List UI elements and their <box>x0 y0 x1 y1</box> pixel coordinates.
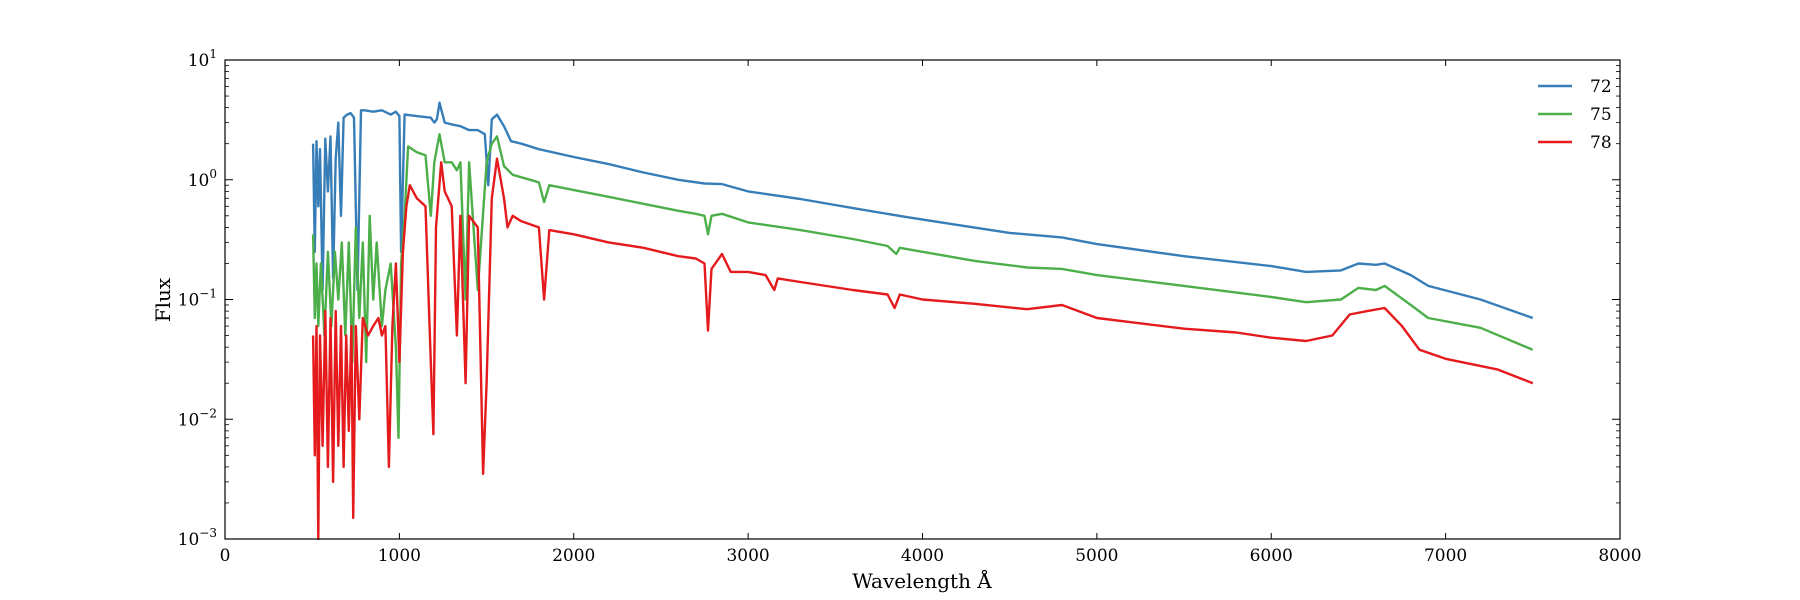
legend-label-78: 78 <box>1590 133 1612 153</box>
y-tick-label: 10−3 <box>178 526 217 550</box>
y-tick-label: 10−2 <box>178 406 217 430</box>
x-tick-label: 0 <box>220 546 231 566</box>
x-axis-title: Wavelength Å <box>852 568 992 593</box>
x-tick-label: 2000 <box>552 546 595 566</box>
y-axis-title: Flux <box>151 277 175 322</box>
y-tick-label: 10−1 <box>178 287 217 311</box>
series-layer <box>311 101 1534 541</box>
legend: 72 75 78 <box>1538 77 1612 153</box>
x-tick-label: 4000 <box>901 546 944 566</box>
legend-label-72: 72 <box>1590 77 1612 97</box>
y-tick-label: 100 <box>188 167 217 191</box>
x-tick-label: 5000 <box>1075 546 1118 566</box>
series-line-75 <box>311 133 1534 439</box>
y-tick-label: 101 <box>188 47 217 71</box>
x-tick-label: 3000 <box>726 546 769 566</box>
x-tick-label: 6000 <box>1250 546 1293 566</box>
tick-layer: 0 1000 2000 3000 4000 5000 6000 7000 8000 10−3 10−… <box>178 47 1642 566</box>
series-line-72 <box>311 101 1534 320</box>
x-tick-label: 8000 <box>1598 546 1641 566</box>
x-tick-label: 1000 <box>378 546 421 566</box>
x-tick-label: 7000 <box>1424 546 1467 566</box>
legend-label-75: 75 <box>1590 105 1612 125</box>
series-line-78 <box>311 157 1534 541</box>
